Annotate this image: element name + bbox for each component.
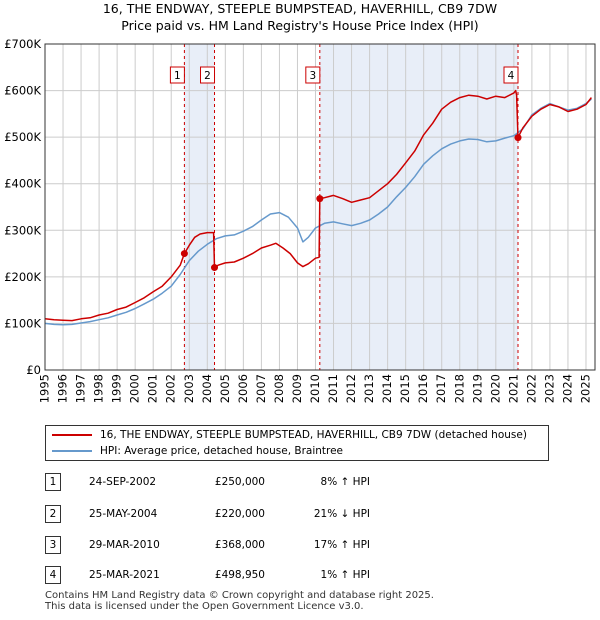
y-tick-label: £700K	[4, 37, 41, 51]
transaction-hpi-diff: 17% ↑ HPI	[313, 539, 370, 551]
sale-number-label: 3	[309, 70, 316, 82]
footer-copyright: Contains HM Land Registry data © Crown c…	[45, 590, 434, 601]
transaction-row: 3 29-MAR-2010 £368,000 17% ↑ HPI	[45, 536, 585, 554]
transaction-row: 1 24-SEP-2002 £250,000 8% ↑ HPI	[45, 473, 585, 491]
y-tick-label: £0	[26, 363, 41, 377]
sale-number-box	[169, 66, 185, 84]
transaction-price: £250,000	[214, 476, 265, 488]
legend-item-property: 16, THE ENDWAY, STEEPLE BUMPSTEAD, HAVER…	[52, 427, 527, 443]
x-tick-label: 2013	[362, 374, 376, 403]
x-tick-label: 2018	[452, 374, 466, 403]
transaction-number: 2	[45, 505, 61, 523]
x-tick-label: 1999	[110, 374, 124, 403]
x-tick-label: 2021	[506, 374, 520, 403]
sale-number-box	[200, 66, 216, 84]
sale-number-box	[305, 66, 321, 84]
x-tick-label: 2025	[578, 374, 592, 403]
x-tick-label: 2007	[254, 374, 268, 403]
x-tick-label: 2022	[524, 374, 538, 403]
property-price-line	[44, 89, 592, 322]
x-tick-label: 2011	[326, 374, 340, 403]
sale-number-label: 1	[174, 70, 181, 82]
x-tick-label: 2009	[290, 374, 304, 403]
sale-point	[211, 264, 219, 272]
x-tick-label: 2002	[164, 374, 178, 403]
x-tick-label: 2001	[146, 374, 160, 403]
x-tick-label: 1997	[74, 374, 88, 403]
transaction-hpi-diff: 1% ↑ HPI	[320, 569, 370, 581]
x-tick-label: 2024	[560, 374, 574, 403]
x-tick-label: 2023	[542, 374, 556, 403]
transaction-row: 4 25-MAR-2021 £498,950 1% ↑ HPI	[45, 566, 585, 584]
y-tick-label: £300K	[4, 223, 41, 237]
legend-property-label: 16, THE ENDWAY, STEEPLE BUMPSTEAD, HAVER…	[100, 429, 527, 441]
plot-frame	[44, 43, 596, 371]
transaction-number: 1	[45, 473, 61, 491]
y-tick-label: £200K	[4, 270, 41, 284]
y-tick-label: £500K	[4, 130, 41, 144]
chart-subtitle: Price paid vs. HM Land Registry's House …	[121, 18, 479, 33]
x-tick-label: 2017	[434, 374, 448, 403]
property-line-swatch	[52, 434, 92, 436]
sale-point	[316, 195, 324, 203]
transaction-number: 4	[45, 566, 61, 584]
x-tick-label: 2008	[272, 374, 286, 403]
x-tick-label: 2006	[236, 374, 250, 403]
legend-item-hpi: HPI: Average price, detached house, Brai…	[52, 443, 343, 459]
sale-number-label: 2	[204, 70, 211, 82]
footer-licence: This data is licensed under the Open Gov…	[45, 601, 364, 612]
hpi-line	[44, 98, 592, 326]
x-tick-label: 1998	[92, 374, 106, 403]
transaction-price: £220,000	[214, 508, 265, 520]
x-tick-label: 2012	[344, 374, 358, 403]
x-tick-label: 2005	[218, 374, 232, 403]
x-tick-label: 2004	[200, 374, 214, 403]
transaction-hpi-diff: 21% ↓ HPI	[313, 508, 370, 520]
x-tick-label: 2014	[380, 374, 394, 403]
sale-number-label: 4	[508, 70, 515, 82]
x-tick-label: 2010	[308, 374, 322, 403]
transaction-hpi-diff: 8% ↑ HPI	[320, 476, 370, 488]
footer: Contains HM Land Registry data © Crown c…	[45, 590, 434, 612]
x-tick-label: 2016	[416, 374, 430, 403]
transaction-price: £368,000	[214, 539, 265, 551]
transaction-date: 29-MAR-2010	[89, 539, 160, 551]
transaction-row: 2 25-MAY-2004 £220,000 21% ↓ HPI	[45, 505, 585, 523]
ownership-shade	[319, 44, 518, 370]
x-tick-label: 2015	[398, 374, 412, 403]
y-tick-label: £400K	[4, 177, 41, 191]
x-tick-label: 1996	[56, 374, 70, 403]
sale-number-box	[503, 66, 519, 84]
price-chart: £0 £100K £200K £300K £400K £500K £600K £700K 199…	[4, 37, 596, 403]
x-tick-label: 2019	[470, 374, 484, 403]
y-tick-label: £100K	[4, 316, 41, 330]
transaction-date: 25-MAR-2021	[89, 569, 160, 581]
x-tick-label: 2020	[488, 374, 502, 403]
sale-point	[180, 250, 188, 258]
transaction-price: £498,950	[214, 569, 265, 581]
transaction-date: 24-SEP-2002	[89, 476, 157, 488]
sale-point	[514, 134, 522, 142]
transaction-number: 3	[45, 536, 61, 554]
y-tick-label: £600K	[4, 84, 41, 98]
hpi-line-swatch	[52, 450, 92, 452]
chart-title: 16, THE ENDWAY, STEEPLE BUMPSTEAD, HAVER…	[102, 1, 498, 16]
x-tick-label: 2003	[182, 374, 196, 403]
x-tick-label: 1995	[38, 374, 52, 403]
x-tick-label: 2000	[128, 374, 142, 403]
transaction-date: 25-MAY-2004	[89, 508, 158, 520]
legend-hpi-label: HPI: Average price, detached house, Brai…	[100, 445, 344, 457]
legend: 16, THE ENDWAY, STEEPLE BUMPSTEAD, HAVER…	[45, 425, 549, 461]
